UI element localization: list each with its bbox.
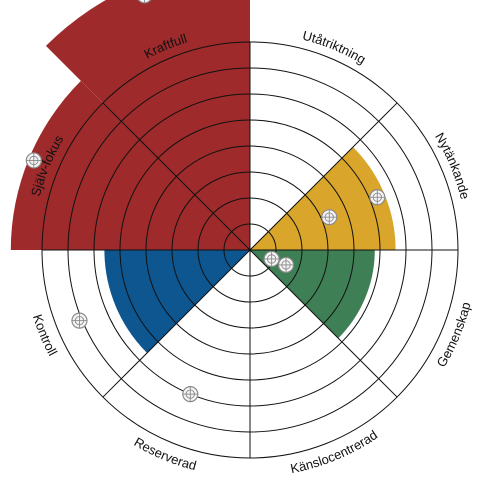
marker-sjalv-fokus [25,152,42,169]
grid-spoke [249,102,398,251]
sector-wedge-kontroll [104,250,251,353]
sector-label-nytankande: Nytänkande [432,130,473,201]
marker-kontroll [71,312,88,329]
sector-wedge-gemenskap [250,250,375,339]
grid-layer [41,41,459,459]
grid-spoke [249,249,398,398]
marker-nytankande [321,209,338,226]
sector-label-text: Nytänkande [432,130,473,201]
sector-label-text: Utåtriktning [301,28,368,67]
marker-gemenskap [277,256,295,274]
marker-reserverad [182,386,199,403]
marker-layer [25,0,386,403]
grid-spoke [102,102,251,251]
marker-kraftfull [137,0,152,4]
grid-spoke [102,249,251,398]
marker-gemenskap [263,250,280,268]
sector-layer [10,0,396,353]
sector-label-kontroll: Kontroll [30,312,60,358]
sector-wedge-nytankande [250,147,396,250]
sector-label-utatriktning: Utåtriktning [301,28,368,67]
sector-wedge-kraftfull [45,0,250,250]
sector-label-text: Kontroll [30,312,60,358]
sector-wedge-sjalv-fokus [10,80,250,250]
marker-nytankande [369,189,386,206]
